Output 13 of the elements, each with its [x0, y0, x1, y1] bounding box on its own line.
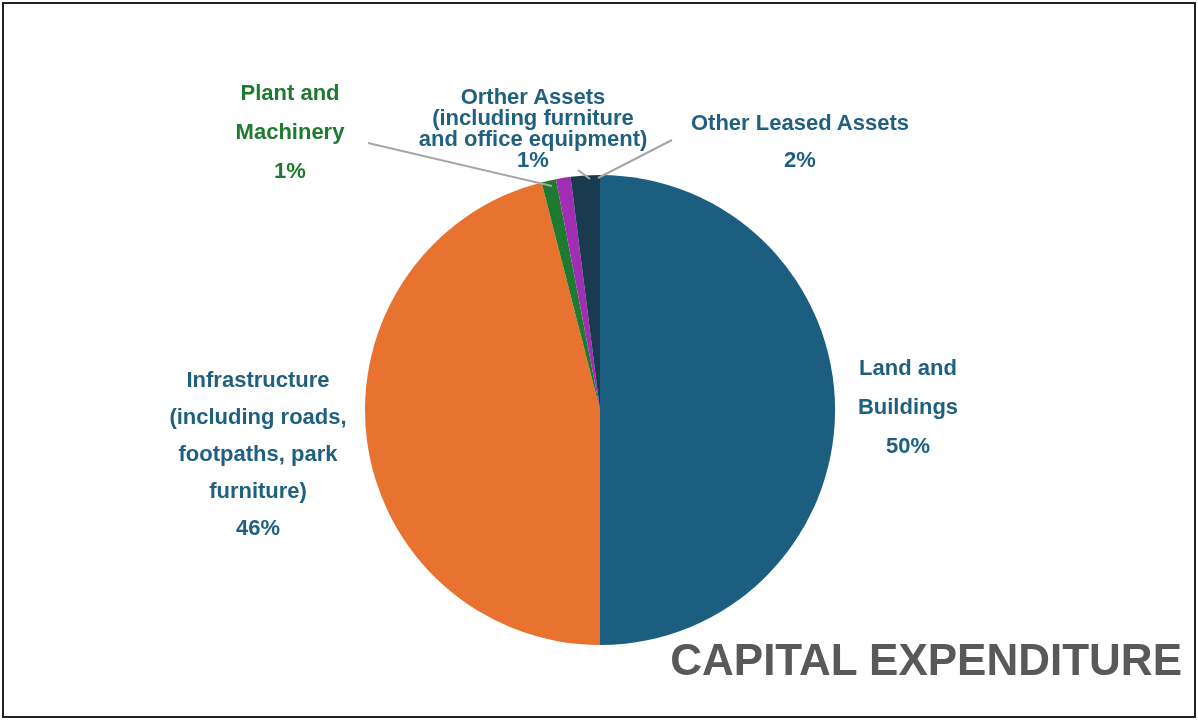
data-label: 46% — [235, 515, 281, 540]
pie-slice — [600, 175, 835, 645]
pie-slice — [555, 176, 600, 410]
pie-slice — [365, 182, 600, 645]
data-label: 2% — [784, 147, 816, 172]
pie-slice — [541, 179, 600, 410]
slice-label: Land and Buildings — [857, 355, 959, 419]
slice-label: Plant and Machinery — [235, 80, 346, 144]
slice-label: Other Leased Assets — [690, 110, 910, 135]
slice-label: Infrastructure (including roads, footpaths, park furniture) — [169, 367, 347, 503]
text: CAPITAL EXPENDITURE — [670, 635, 1182, 684]
data-label: 1% — [274, 158, 306, 183]
data-label: 50% — [885, 433, 931, 458]
